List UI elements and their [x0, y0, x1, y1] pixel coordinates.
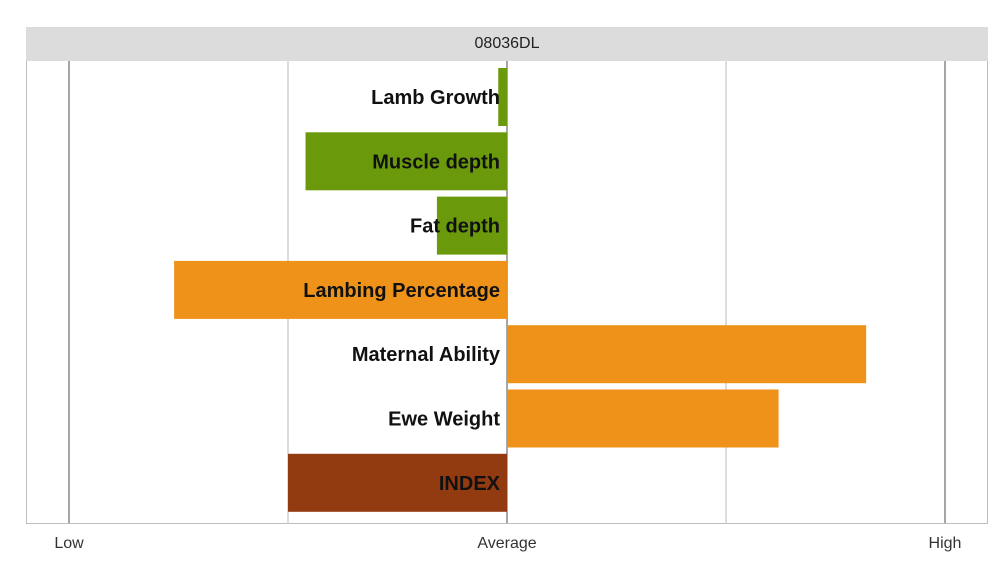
- chart-title: 08036DL: [26, 27, 988, 61]
- bar-label-ewe-weight: Ewe Weight: [388, 409, 500, 431]
- bar-lamb-growth: [498, 68, 507, 126]
- bar-labels: Lamb Growth Muscle depth Fat depth Lambing …: [303, 87, 501, 495]
- bar-label-maternal-ability: Maternal Ability: [352, 344, 501, 366]
- bar-muscle-depth: [305, 132, 507, 191]
- bars: [174, 68, 867, 512]
- bar-label-lambing-percentage: Lambing Percentage: [303, 280, 500, 302]
- x-tick-average: Average: [477, 535, 536, 552]
- bar-fat-depth: [436, 196, 507, 255]
- bar-label-fat-depth: Fat depth: [410, 216, 500, 238]
- plot-area-frame: [26, 61, 988, 524]
- x-tick-low: Low: [54, 535, 84, 552]
- bar-ewe-weight: [507, 389, 779, 448]
- bar-label-lamb-growth: Lamb Growth: [371, 87, 500, 109]
- bar-index: [288, 453, 507, 512]
- x-tick-high: High: [929, 535, 962, 552]
- bar-lambing-percentage: [174, 260, 507, 319]
- bar-label-muscle-depth: Muscle depth: [372, 151, 500, 173]
- bar-label-index: INDEX: [439, 473, 501, 495]
- x-axis-ticks: Low Average High: [54, 535, 961, 552]
- bar-maternal-ability: [507, 325, 867, 384]
